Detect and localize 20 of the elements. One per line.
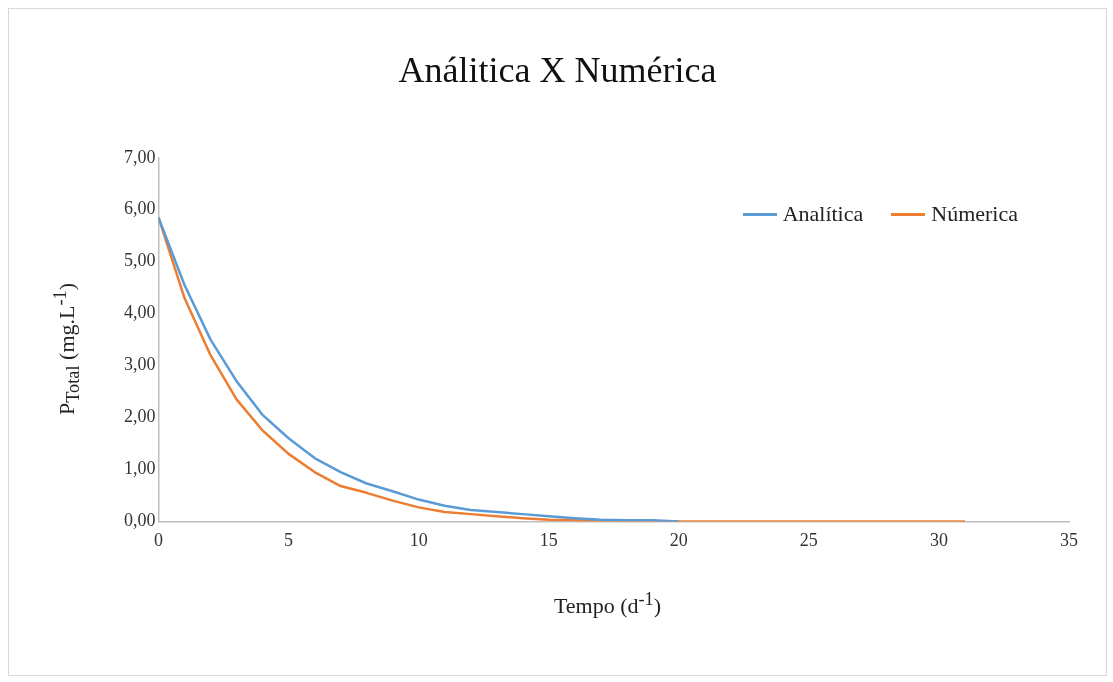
- y-tick-label: 6,00: [124, 198, 156, 219]
- legend-label: Analítica: [782, 201, 864, 227]
- x-tick-label: 0: [154, 529, 163, 550]
- y-tick-label: 5,00: [124, 250, 156, 271]
- y-tick-label: 3,00: [124, 354, 156, 375]
- x-tick-label: 20: [669, 529, 688, 550]
- x-tick-label: 5: [284, 529, 294, 550]
- y-tick-label: 2,00: [124, 406, 156, 427]
- chart-title: Análitica X Numérica: [397, 49, 718, 91]
- x-tick-label: 15: [539, 529, 558, 550]
- legend-label: Númerica: [931, 201, 1018, 227]
- x-tick-label: 30: [929, 529, 948, 550]
- y-tick-label: 1,00: [124, 458, 156, 479]
- y-tick-label: 7,00: [124, 146, 156, 167]
- x-tick-label: 35: [1060, 529, 1078, 550]
- y-tick-label: 0,00: [124, 510, 156, 531]
- x-axis-title: Tempo (d$^{-1}$): [552, 589, 663, 620]
- y-tick-label: 4,00: [124, 302, 156, 323]
- x-tick-label: 10: [409, 529, 428, 550]
- x-tick-label: 25: [799, 529, 818, 550]
